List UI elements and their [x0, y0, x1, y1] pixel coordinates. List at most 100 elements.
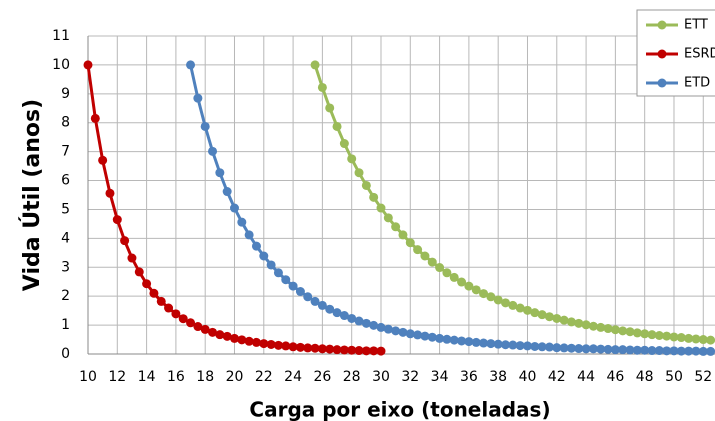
data-point	[171, 309, 181, 319]
data-point	[559, 343, 569, 353]
data-point	[317, 82, 327, 92]
data-point	[332, 308, 342, 318]
data-point	[618, 345, 628, 355]
x-tick-label: 28	[343, 369, 361, 385]
x-tick-label: 44	[577, 369, 595, 385]
y-tick-label: 3	[61, 259, 70, 275]
x-tick-label: 24	[284, 369, 302, 385]
data-point	[237, 217, 247, 227]
data-point	[98, 155, 108, 165]
data-point	[662, 346, 672, 356]
x-axis-title: Carga por eixo (toneladas)	[249, 398, 550, 421]
x-tick-label: 52	[694, 369, 712, 385]
data-point	[420, 331, 430, 341]
data-point	[273, 268, 283, 278]
data-point	[317, 300, 327, 310]
series-line	[313, 64, 711, 342]
data-point	[515, 341, 525, 351]
data-point	[501, 298, 511, 308]
legend-marker	[657, 78, 667, 88]
data-point	[574, 344, 584, 354]
data-point	[522, 341, 532, 351]
data-point	[325, 304, 335, 314]
x-tick-label: 34	[431, 369, 449, 385]
data-point	[376, 346, 386, 356]
data-point	[112, 215, 122, 225]
data-point	[376, 203, 386, 213]
data-point	[581, 320, 591, 330]
x-tick-label: 16	[167, 369, 185, 385]
data-point	[347, 345, 357, 355]
data-point	[457, 336, 467, 346]
data-point	[369, 192, 379, 202]
data-point	[208, 327, 218, 337]
series	[83, 60, 386, 356]
x-tick-label: 42	[548, 369, 566, 385]
data-point	[251, 241, 261, 251]
data-point	[537, 310, 547, 320]
legend-label: ESRD	[684, 47, 715, 62]
data-point	[625, 345, 635, 355]
data-point	[413, 330, 423, 340]
data-point	[186, 60, 196, 70]
data-point	[354, 346, 364, 356]
data-point	[347, 313, 357, 323]
data-point	[508, 300, 518, 310]
data-point	[398, 230, 408, 240]
x-tick-label: 10	[79, 369, 97, 385]
data-point	[684, 333, 694, 343]
series	[310, 60, 715, 345]
data-point	[222, 331, 232, 341]
data-point	[303, 292, 313, 302]
data-point	[339, 311, 349, 321]
data-point	[618, 326, 628, 336]
data-point	[449, 272, 459, 282]
data-point	[178, 314, 188, 324]
data-point	[413, 245, 423, 255]
data-point	[251, 337, 261, 347]
data-point	[142, 279, 152, 289]
y-tick-label: 7	[61, 144, 70, 160]
data-point	[566, 317, 576, 327]
data-point	[457, 277, 467, 287]
y-tick-label: 11	[52, 28, 70, 44]
data-point	[332, 345, 342, 355]
data-point	[588, 344, 598, 354]
y-tick-label: 10	[52, 57, 70, 73]
data-point	[398, 327, 408, 337]
data-point	[486, 339, 496, 349]
legend-label: ETD	[684, 76, 710, 91]
data-point	[186, 318, 196, 328]
data-point	[493, 295, 503, 305]
legend-marker	[657, 49, 667, 59]
data-point	[354, 316, 364, 326]
data-point	[420, 251, 430, 261]
data-point	[90, 113, 100, 123]
data-point	[640, 345, 650, 355]
data-point	[281, 275, 291, 285]
data-point	[654, 346, 664, 356]
data-point	[464, 281, 474, 291]
data-point	[471, 285, 481, 295]
x-tick-label: 30	[372, 369, 390, 385]
data-point	[222, 187, 232, 197]
data-point	[288, 281, 298, 291]
y-tick-label: 1	[61, 317, 70, 333]
data-point	[310, 296, 320, 306]
data-point	[369, 346, 379, 356]
data-point	[229, 203, 239, 213]
data-point	[508, 340, 518, 350]
data-point	[405, 238, 415, 248]
data-point	[544, 312, 554, 322]
data-point	[295, 342, 305, 352]
y-tick-label: 6	[61, 173, 70, 189]
data-point	[325, 103, 335, 113]
data-point	[391, 326, 401, 336]
data-point	[105, 188, 115, 198]
data-point	[625, 327, 635, 337]
data-point	[295, 287, 305, 297]
data-point	[156, 296, 166, 306]
x-tick-label: 40	[519, 369, 537, 385]
data-point	[581, 344, 591, 354]
data-point	[596, 344, 606, 354]
